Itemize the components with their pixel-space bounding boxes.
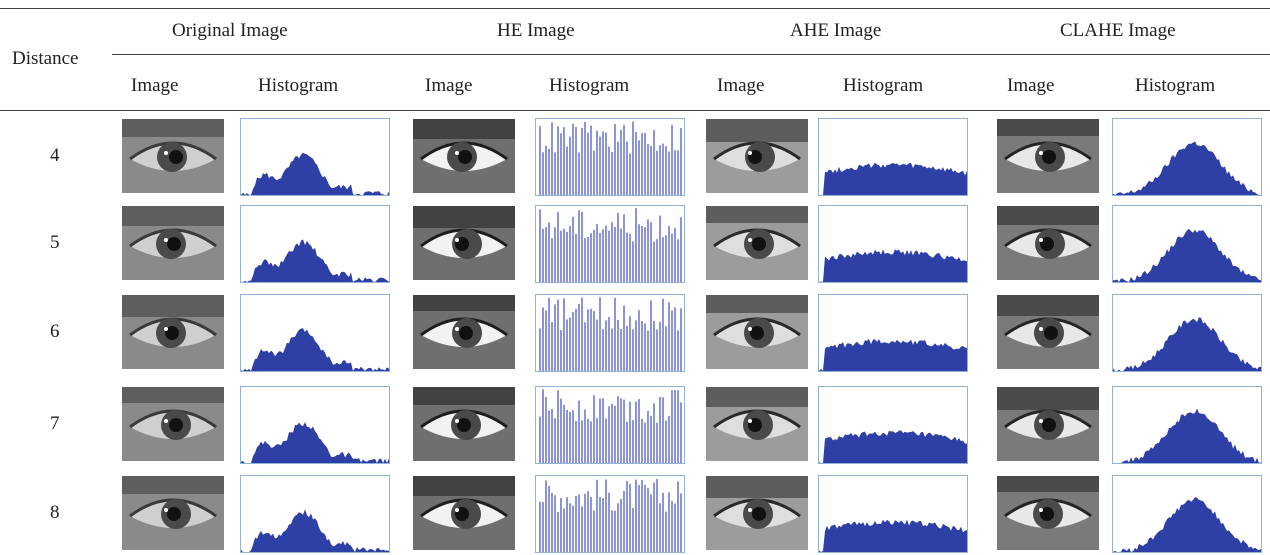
subheader-image-clahe: Image bbox=[1007, 75, 1055, 96]
histogram-he bbox=[535, 386, 685, 464]
histogram-he bbox=[535, 294, 685, 372]
distance-value: 7 bbox=[50, 413, 60, 434]
histogram-clahe bbox=[1112, 294, 1262, 372]
eye-image-original bbox=[122, 295, 224, 369]
histogram-clahe bbox=[1112, 205, 1262, 283]
eye-image-original bbox=[122, 476, 224, 550]
histogram-he bbox=[535, 475, 685, 553]
distance-value: 6 bbox=[50, 321, 60, 342]
eye-image-ahe bbox=[706, 387, 808, 461]
histogram-original bbox=[240, 475, 390, 553]
eye-image-clahe bbox=[997, 206, 1099, 280]
histogram-clahe bbox=[1112, 118, 1262, 196]
subheader-image-original: Image bbox=[131, 75, 179, 96]
eye-image-he bbox=[413, 206, 515, 280]
eye-image-ahe bbox=[706, 206, 808, 280]
eye-image-he bbox=[413, 387, 515, 461]
histogram-original bbox=[240, 294, 390, 372]
eye-image-ahe bbox=[706, 119, 808, 193]
histogram-ahe bbox=[818, 205, 968, 283]
group-rule bbox=[112, 54, 1270, 55]
header-bottom-rule bbox=[0, 110, 1270, 111]
eye-image-clahe bbox=[997, 387, 1099, 461]
histogram-clahe bbox=[1112, 386, 1262, 464]
eye-image-he bbox=[413, 119, 515, 193]
eye-image-original bbox=[122, 387, 224, 461]
eye-image-ahe bbox=[706, 476, 808, 550]
top-rule bbox=[0, 8, 1270, 9]
histogram-original bbox=[240, 386, 390, 464]
eye-image-clahe bbox=[997, 476, 1099, 550]
group-header-clahe: CLAHE Image bbox=[1060, 20, 1176, 41]
distance-value: 5 bbox=[50, 232, 60, 253]
histogram-ahe bbox=[818, 294, 968, 372]
subheader-image-ahe: Image bbox=[717, 75, 765, 96]
eye-image-he bbox=[413, 295, 515, 369]
histogram-ahe bbox=[818, 475, 968, 553]
eye-image-original bbox=[122, 119, 224, 193]
distance-value: 8 bbox=[50, 502, 60, 523]
eye-image-ahe bbox=[706, 295, 808, 369]
histogram-original bbox=[240, 118, 390, 196]
histogram-he bbox=[535, 205, 685, 283]
distance-value: 4 bbox=[50, 145, 60, 166]
group-header-he: HE Image bbox=[497, 20, 575, 41]
eye-image-clahe bbox=[997, 295, 1099, 369]
subheader-histogram-clahe: Histogram bbox=[1135, 75, 1216, 96]
histogram-clahe bbox=[1112, 475, 1262, 553]
subheader-histogram-original: Histogram bbox=[258, 75, 339, 96]
eye-image-original bbox=[122, 206, 224, 280]
histogram-ahe bbox=[818, 386, 968, 464]
histogram-he bbox=[535, 118, 685, 196]
distance-header: Distance bbox=[12, 48, 79, 69]
histogram-original bbox=[240, 205, 390, 283]
group-header-original: Original Image bbox=[172, 20, 288, 41]
subheader-histogram-ahe: Histogram bbox=[843, 75, 924, 96]
eye-image-clahe bbox=[997, 119, 1099, 193]
histogram-ahe bbox=[818, 118, 968, 196]
eye-image-he bbox=[413, 476, 515, 550]
group-header-ahe: AHE Image bbox=[790, 20, 882, 41]
subheader-histogram-he: Histogram bbox=[549, 75, 630, 96]
subheader-image-he: Image bbox=[425, 75, 473, 96]
